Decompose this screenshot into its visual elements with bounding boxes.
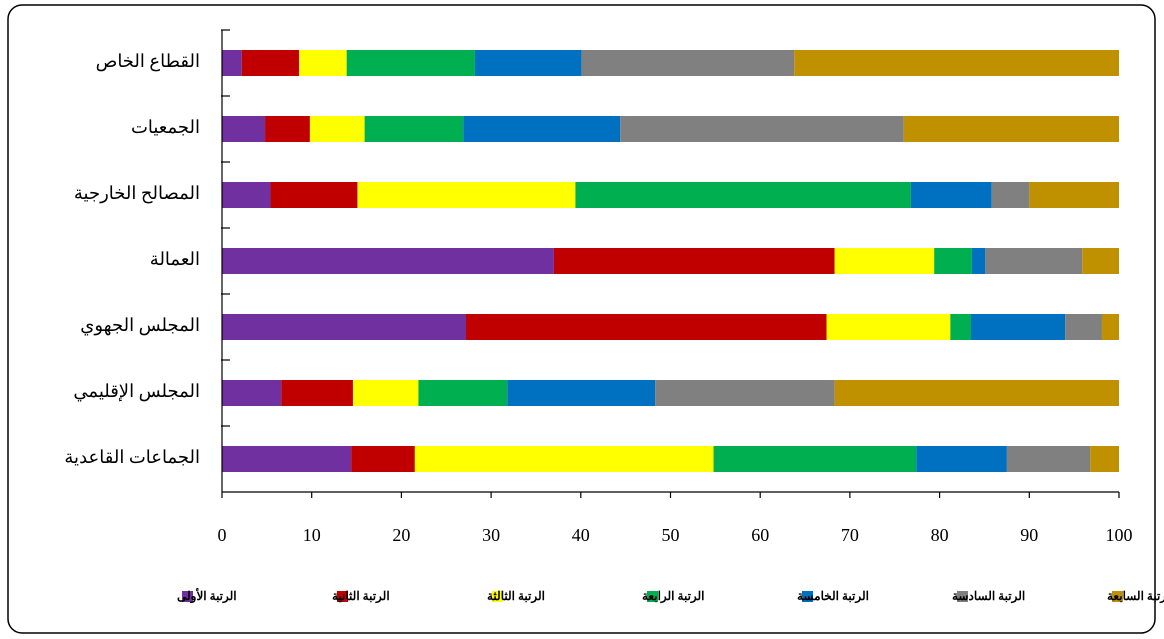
y-tick-label: القطاع الخاص [96, 51, 200, 72]
bar-segment [270, 182, 358, 208]
bar-segment [1006, 446, 1091, 472]
bar-segment [1082, 248, 1119, 274]
x-tick-label: 100 [1106, 525, 1133, 545]
bar-segment [351, 446, 415, 472]
bar-segment [1065, 314, 1102, 340]
x-tick-label: 60 [751, 525, 769, 545]
bar-segment [834, 248, 935, 274]
bar-segment [507, 380, 656, 406]
bar-segment [414, 446, 714, 472]
bar-segment [222, 380, 282, 406]
bar-segment [575, 182, 911, 208]
bar-segment [222, 50, 242, 76]
bar-segment [299, 50, 347, 76]
y-tick-label: المجلس الجهوي [80, 315, 200, 336]
legend-swatch [1112, 591, 1123, 602]
bar-segment [991, 182, 1030, 208]
bar-segment [950, 314, 971, 340]
bar-segment [934, 248, 972, 274]
y-tick-label: المصالح الخارجية [74, 183, 200, 204]
legend-swatch [492, 591, 503, 602]
y-tick-label: العمالة [150, 249, 200, 269]
x-tick-label: 20 [392, 525, 410, 545]
bar-segment [346, 50, 475, 76]
legend-swatch [802, 591, 813, 602]
y-tick-label: الجماعات القاعدية [64, 447, 200, 467]
bar-segment [418, 380, 508, 406]
bar-segment [1101, 314, 1119, 340]
x-tick-label: 10 [303, 525, 321, 545]
bar-segment [794, 50, 1119, 76]
bar-segment [970, 314, 1066, 340]
bar-segment [352, 380, 419, 406]
bar-segment [222, 248, 554, 274]
x-tick-label: 40 [572, 525, 590, 545]
bar-segment [222, 182, 271, 208]
x-tick-label: 50 [662, 525, 680, 545]
legend-label: الرتبة الرابعة [642, 589, 705, 604]
bar-segment [553, 248, 835, 274]
legend-label: الرتبة الثانية [332, 589, 390, 604]
legend-swatch [647, 591, 658, 602]
bar-segment [364, 116, 464, 142]
bar-segment [281, 380, 353, 406]
y-tick-label: الجمعيات [131, 117, 200, 137]
bar-segment [1029, 182, 1119, 208]
bar-segment [971, 248, 986, 274]
bar-segment [581, 50, 795, 76]
legend-label: الرتبة السادسة [952, 589, 1025, 604]
legend-swatch [182, 591, 193, 602]
bar-segment [241, 50, 300, 76]
x-tick-label: 90 [1020, 525, 1038, 545]
bar-segment [826, 314, 951, 340]
legend-label: الرتبة الأولى [177, 588, 237, 604]
bar-segment [309, 116, 365, 142]
bar-segment [910, 182, 992, 208]
x-tick-label: 80 [931, 525, 949, 545]
x-tick-label: 30 [482, 525, 500, 545]
bar-segment [222, 446, 352, 472]
x-tick-label: 0 [218, 525, 227, 545]
bar-segment [222, 116, 266, 142]
bar-segment [357, 182, 576, 208]
bar-segment [265, 116, 310, 142]
legend-label: الرتبة الخامسة [797, 589, 869, 604]
bar-segment [834, 380, 1119, 406]
x-tick-label: 70 [841, 525, 859, 545]
y-tick-label: المجلس الإقليمي [73, 381, 200, 402]
bar-segment [916, 446, 1007, 472]
legend-swatch [337, 591, 348, 602]
bar-segment [903, 116, 1119, 142]
bar-segment [463, 116, 621, 142]
bar-segment [985, 248, 1083, 274]
bar-segment [1090, 446, 1119, 472]
bar-segment [474, 50, 582, 76]
legend-swatch [957, 591, 968, 602]
bar-segment [713, 446, 917, 472]
legend-label: الرتبة الثالثة [487, 589, 545, 604]
bar-segment [620, 116, 904, 142]
bar-segment [465, 314, 827, 340]
bar-segment [222, 314, 466, 340]
bar-segment [655, 380, 835, 406]
legend-label: الرتبة السابعة [1107, 589, 1164, 604]
